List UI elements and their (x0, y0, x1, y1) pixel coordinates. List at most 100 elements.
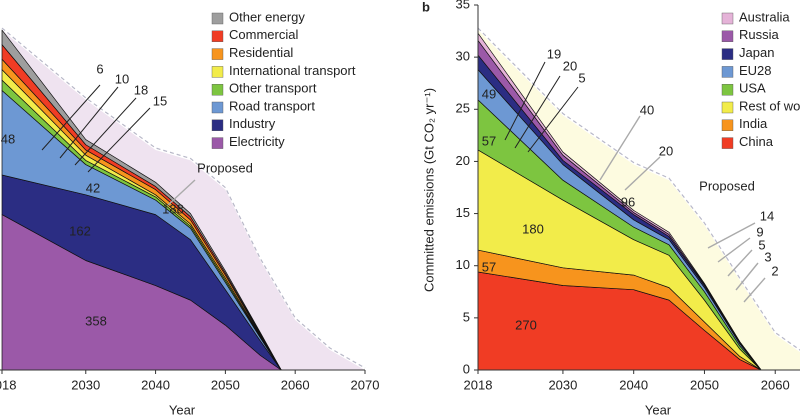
leader-line (59, 86, 119, 159)
annotation: 5 (578, 70, 585, 85)
annotation: 40 (640, 102, 654, 117)
x-tick-label: 2060 (761, 377, 790, 392)
leader-line (87, 107, 151, 173)
x-tick-label: 2030 (71, 377, 100, 392)
legend-swatch (211, 12, 224, 25)
annotation: 14 (760, 208, 774, 223)
x-tick-label: 2050 (690, 377, 719, 392)
legend-label: Japan (739, 45, 774, 60)
legend-swatch (721, 66, 734, 78)
legend-label: Other energy (229, 9, 305, 24)
legend-swatch (721, 12, 734, 25)
annotation: 42 (86, 180, 100, 195)
proposed-label: Proposed (197, 160, 253, 175)
legend-label: China (739, 134, 774, 149)
legend-label: Residential (229, 45, 293, 60)
x-tick-label: 2030 (548, 377, 577, 392)
annotation: 96 (621, 194, 635, 209)
legend-swatch (721, 119, 734, 132)
legend-swatch (721, 48, 734, 60)
legend-swatch (721, 83, 734, 96)
legend-label: Industry (229, 116, 276, 131)
annotation: 20 (659, 143, 673, 158)
legend-label: Other transport (229, 81, 317, 96)
x-tick-label: 2018 (0, 377, 16, 392)
legend-swatch (211, 30, 224, 42)
annotation: 57 (482, 259, 496, 274)
leader-line (527, 86, 579, 153)
leader-lines (41, 61, 766, 303)
leader-line (743, 277, 766, 303)
leader-line (717, 237, 751, 263)
annotation: 5 (758, 237, 765, 252)
x-tick-label: 2040 (619, 377, 648, 392)
legend-label: Russia (739, 27, 780, 42)
annotation: 270 (515, 317, 537, 332)
annotation: 10 (115, 71, 129, 86)
legend-label: Rest of world (739, 98, 800, 113)
legend-swatch (211, 137, 224, 149)
legend-swatch (721, 137, 734, 149)
x-axis-label: Year (645, 402, 672, 417)
leader-line (624, 156, 661, 191)
proposed-line (477, 27, 800, 351)
x-tick-label: 2040 (141, 377, 170, 392)
y-tick-label: 0 (463, 361, 470, 376)
x-tick-label: 2018 (464, 377, 493, 392)
legend-label: International transport (229, 63, 356, 78)
annotation: 358 (85, 313, 107, 328)
legend-swatch (721, 101, 734, 114)
x-axis-label: Year (169, 402, 196, 417)
y-tick-label: 35 (456, 0, 470, 11)
legend-label: Australia (739, 9, 790, 24)
leader-line (167, 179, 196, 206)
leader-line (707, 222, 756, 249)
legend-swatch (211, 66, 224, 78)
legend-swatch (211, 101, 224, 114)
y-axis-label: Committed emissions (Gt CO₂ yr⁻¹) (421, 88, 436, 292)
leader-line (504, 61, 546, 141)
y-tick-label: 5 (463, 309, 470, 324)
x-tick-label: 2050 (211, 377, 240, 392)
x-tick-label: 2070 (351, 377, 380, 392)
annotation: 19 (547, 46, 561, 61)
y-tick-label: 10 (456, 257, 470, 272)
legend-swatch (211, 83, 224, 96)
y-tick-label: 20 (456, 153, 470, 168)
annotation: 6 (96, 61, 103, 76)
legend-swatch (211, 48, 224, 60)
annotation: 18 (134, 82, 148, 97)
annotation: 57 (482, 133, 496, 148)
legend-swatch (211, 119, 224, 132)
leader-line (727, 249, 753, 277)
legend-label: Electricity (229, 134, 285, 149)
legend-label: EU28 (739, 63, 772, 78)
area (1, 29, 282, 371)
y-tick-label: 25 (456, 101, 470, 116)
leader-line (41, 84, 101, 151)
leader-line (514, 75, 561, 149)
annotation: 9 (756, 224, 763, 239)
y-tick-label: 15 (456, 205, 470, 220)
legend-swatch (721, 30, 734, 42)
annotation: 15 (153, 93, 167, 108)
leader-line (599, 115, 641, 181)
x-tick-label: 2060 (281, 377, 310, 392)
leader-line (735, 262, 759, 291)
annotation: 49 (482, 86, 496, 101)
leader-line (74, 97, 137, 166)
legend-label: Commercial (229, 27, 298, 42)
annotation: 3 (764, 249, 771, 264)
proposed-label: Proposed (699, 178, 755, 193)
legend-label: USA (739, 81, 766, 96)
annotation: 2 (771, 263, 778, 278)
proposed-line (1, 27, 366, 369)
annotation: 180 (522, 221, 544, 236)
panel-label: b (422, 0, 430, 14)
legend-label: Road transport (229, 98, 315, 113)
annotation: 188 (162, 201, 184, 216)
area (477, 32, 762, 371)
annotation: 20 (563, 58, 577, 73)
annotation: 48 (1, 131, 15, 146)
